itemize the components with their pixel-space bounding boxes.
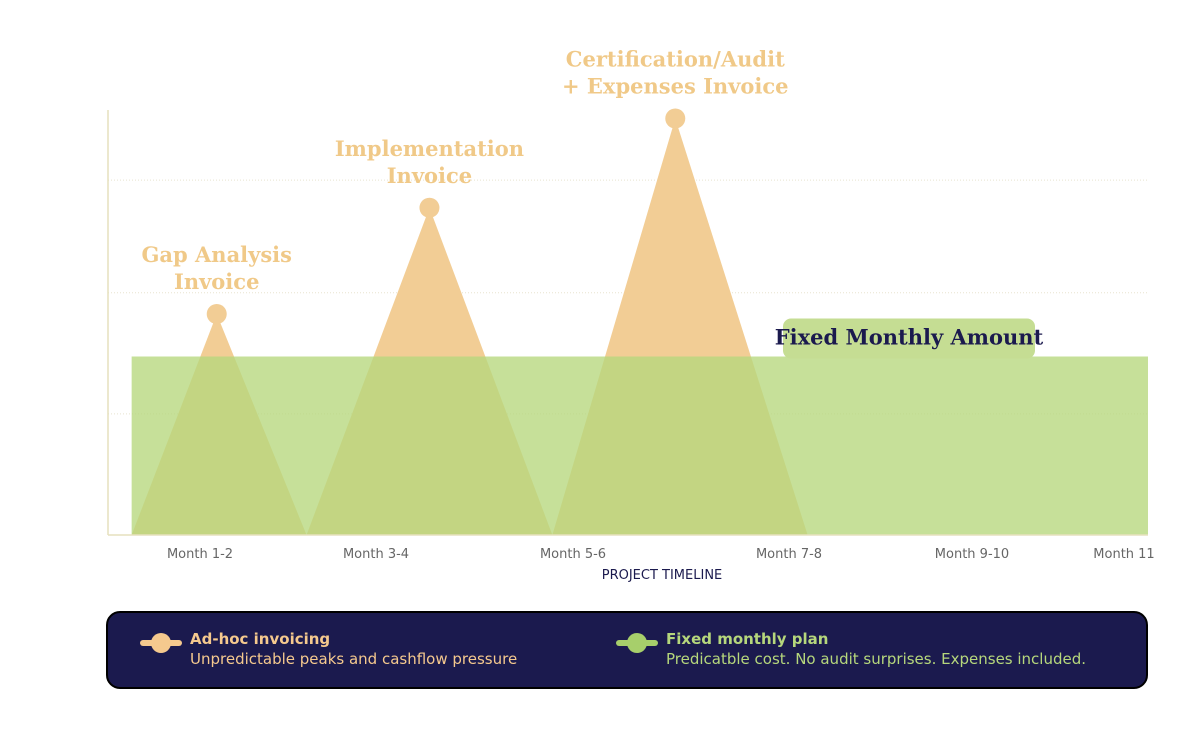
peak-dot-2 xyxy=(419,197,440,218)
legend-title-fixed: Fixed monthly plan xyxy=(666,630,829,648)
x-tick-label: Month 9-10 xyxy=(935,547,1009,562)
peak-dot-1 xyxy=(206,304,227,324)
x-tick-label: Month 3-4 xyxy=(343,547,409,562)
legend-marker-adhoc-icon xyxy=(140,633,182,653)
x-tick-label: Month 5-6 xyxy=(540,547,606,562)
peak-label-2: Implementation Invoice xyxy=(335,136,524,188)
x-tick-label: Month 7-8 xyxy=(756,547,822,562)
x-tick-label: Month 1-2 xyxy=(167,547,233,562)
chart: Fixed Monthly Amount Gap Analysis Invoice I… xyxy=(107,47,1155,583)
legend-desc-fixed: Predicatble cost. No audit surprises. Ex… xyxy=(666,650,1087,668)
peak-dot-3 xyxy=(665,108,686,129)
peak-label-3: Certification/Audit + Expenses Invoice xyxy=(562,47,789,99)
fixed-label-tab xyxy=(783,318,1035,359)
legend-marker-fixed-icon xyxy=(616,633,658,653)
peak-label-1: Gap Analysis Invoice xyxy=(141,242,292,294)
fixed-monthly-label: Fixed Monthly Amount xyxy=(775,325,1044,350)
x-axis-title: PROJECT TIMELINE xyxy=(602,568,723,583)
legend-title-adhoc: Ad-hoc invoicing xyxy=(190,630,331,648)
x-tick-label: Month 11 xyxy=(1093,547,1154,562)
legend-desc-adhoc: Unpredictable peaks and cashflow pressur… xyxy=(190,650,518,668)
fixed-monthly-band xyxy=(131,356,1149,535)
legend: Ad-hoc invoicing Unpredictable peaks and… xyxy=(106,611,1148,689)
